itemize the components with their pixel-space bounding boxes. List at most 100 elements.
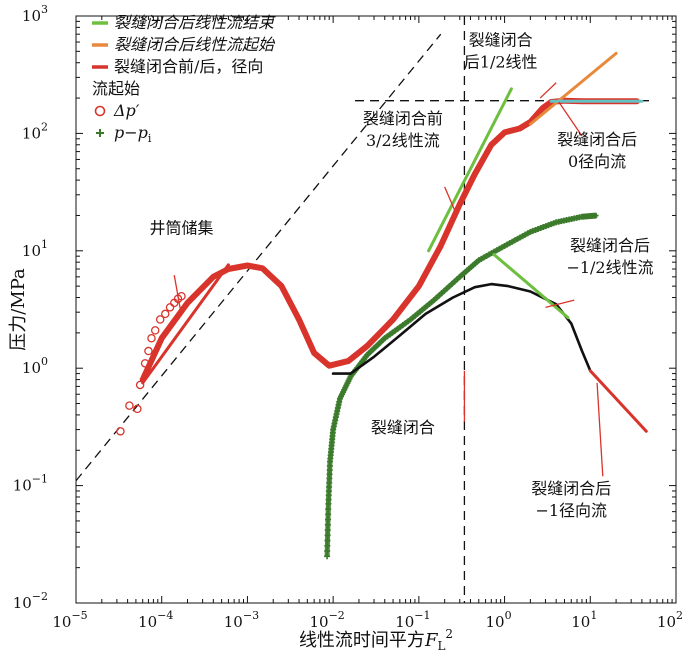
annotation-line: 裂缝闭合后 xyxy=(531,479,611,498)
annotation-leader xyxy=(596,382,604,477)
annotation-leader xyxy=(444,186,457,214)
x-tick-exponent: −5 xyxy=(71,609,87,622)
x-tick-label: 10−3 xyxy=(224,609,259,631)
x-tick-base: 10 xyxy=(486,613,505,631)
legend-swatch xyxy=(96,129,104,137)
x-tick-base: 10 xyxy=(571,613,590,631)
annotation-line: 裂缝闭合 xyxy=(371,418,435,437)
legend-label: 裂缝闭合后线性流结束 xyxy=(114,13,276,32)
x-axis-title-sub: L xyxy=(437,639,445,653)
y-tick-label: 10−1 xyxy=(13,473,48,495)
y-tick-label: 103 xyxy=(22,3,48,25)
x-tick-base: 10 xyxy=(395,613,414,631)
annotation-leader xyxy=(539,82,557,99)
series-point xyxy=(116,427,125,436)
x-tick-label: 102 xyxy=(657,609,683,631)
series-p-minus-pi xyxy=(324,212,599,560)
fit-line xyxy=(528,51,618,126)
x-tick-exponent: −2 xyxy=(329,609,345,622)
annotation-label: 裂缝闭合 xyxy=(371,418,435,437)
annotation-line: −1/2线性流 xyxy=(566,258,653,277)
x-tick-exponent: 0 xyxy=(505,609,512,622)
y-tick-base: 10 xyxy=(13,594,32,612)
legend-label-main: p−p xyxy=(114,123,148,142)
annotation-label: 裂缝闭合后 −1/2线性流 xyxy=(566,236,653,277)
x-tick-label: 100 xyxy=(486,609,512,631)
series-point xyxy=(125,401,134,410)
fit-line xyxy=(492,253,570,320)
series-point xyxy=(150,326,160,335)
x-axis-title-var: F xyxy=(424,630,439,651)
annotation-line: 裂缝闭合后 xyxy=(570,236,650,255)
x-tick-label: 10−2 xyxy=(309,609,344,631)
legend-swatch xyxy=(94,105,106,117)
series-pressure-black xyxy=(331,282,592,375)
legend-label-sub: i xyxy=(148,132,152,145)
legend-label: 裂缝闭合前/后，径向流起始 xyxy=(92,57,263,98)
y-tick-exponent: −2 xyxy=(32,590,48,603)
annotation-label: 裂缝闭合后 −1径向流 xyxy=(531,479,611,520)
series-point xyxy=(165,303,175,312)
annotation-line: 0径向流 xyxy=(568,152,626,171)
annotation-label: 裂缝闭合前 3/2线性流 xyxy=(363,109,443,150)
plot-frame xyxy=(75,15,677,604)
x-tick-label: 10−1 xyxy=(395,609,430,631)
y-axis-title: 压力/MPa xyxy=(8,268,29,351)
x-axis-title: 线性流时间平方FL2 xyxy=(299,627,453,653)
x-tick-base: 10 xyxy=(309,613,328,631)
y-tick-base: 10 xyxy=(22,7,41,25)
y-tick-base: 10 xyxy=(13,477,32,495)
series-point xyxy=(161,309,170,319)
x-tick-base: 10 xyxy=(224,613,243,631)
x-tick-label: 101 xyxy=(571,609,597,631)
reference-line-diagonal xyxy=(75,33,442,482)
y-tick-label: 101 xyxy=(22,238,48,260)
series-point xyxy=(133,404,142,414)
tick-marks xyxy=(75,15,677,604)
y-tick-label: 102 xyxy=(22,120,48,142)
y-tick-base: 10 xyxy=(22,124,41,142)
fit-line xyxy=(588,369,648,433)
x-tick-label: 10−4 xyxy=(138,609,173,631)
annotation-line: 裂缝闭合后 xyxy=(557,130,637,149)
x-tick-exponent: 2 xyxy=(676,609,683,622)
series-point xyxy=(147,333,156,343)
fit-line xyxy=(141,263,230,385)
x-tick-exponent: −3 xyxy=(243,609,259,622)
annotation-leader xyxy=(558,101,583,137)
x-tick-exponent: −4 xyxy=(157,609,173,622)
x-tick-exponent: −1 xyxy=(414,609,430,622)
legend-label: Δp′ xyxy=(113,101,140,120)
y-tick-label: 100 xyxy=(22,355,48,377)
annotation-leader xyxy=(545,299,575,308)
fit-line xyxy=(439,172,477,248)
annotation-leader xyxy=(173,275,183,316)
x-tick-base: 10 xyxy=(52,613,71,631)
x-tick-base: 10 xyxy=(657,613,676,631)
y-tick-exponent: 2 xyxy=(41,120,48,133)
annotation-line: 裂缝闭合前 xyxy=(363,109,443,128)
x-axis-title-main: 线性流时间平方 xyxy=(299,630,425,651)
annotation-label: 井筒储集 xyxy=(149,219,213,238)
series-point xyxy=(135,380,145,390)
annotation-label: 裂缝闭合后 0径向流 xyxy=(557,130,637,171)
series-point xyxy=(144,346,153,356)
annotation-line: 后1/2线性 xyxy=(464,53,538,72)
y-tick-exponent: 3 xyxy=(41,3,48,16)
x-tick-base: 10 xyxy=(138,613,157,631)
y-tick-exponent: −1 xyxy=(32,473,48,486)
annotation-line: 井筒储集 xyxy=(149,219,213,238)
legend-label-line: 流起始 xyxy=(92,79,140,98)
legend-label-line: 裂缝闭合前/后，径向 xyxy=(114,57,263,76)
annotation-label: 裂缝闭合后1/2线性 xyxy=(464,31,538,72)
annotation-line: 裂缝闭合 xyxy=(469,31,533,50)
y-tick-base: 10 xyxy=(22,359,41,377)
y-tick-exponent: 1 xyxy=(41,238,48,251)
annotation-line: −1径向流 xyxy=(535,501,607,520)
x-tick-exponent: 1 xyxy=(590,609,597,622)
y-tick-exponent: 0 xyxy=(41,355,48,368)
legend-label: p−pi xyxy=(114,123,152,145)
